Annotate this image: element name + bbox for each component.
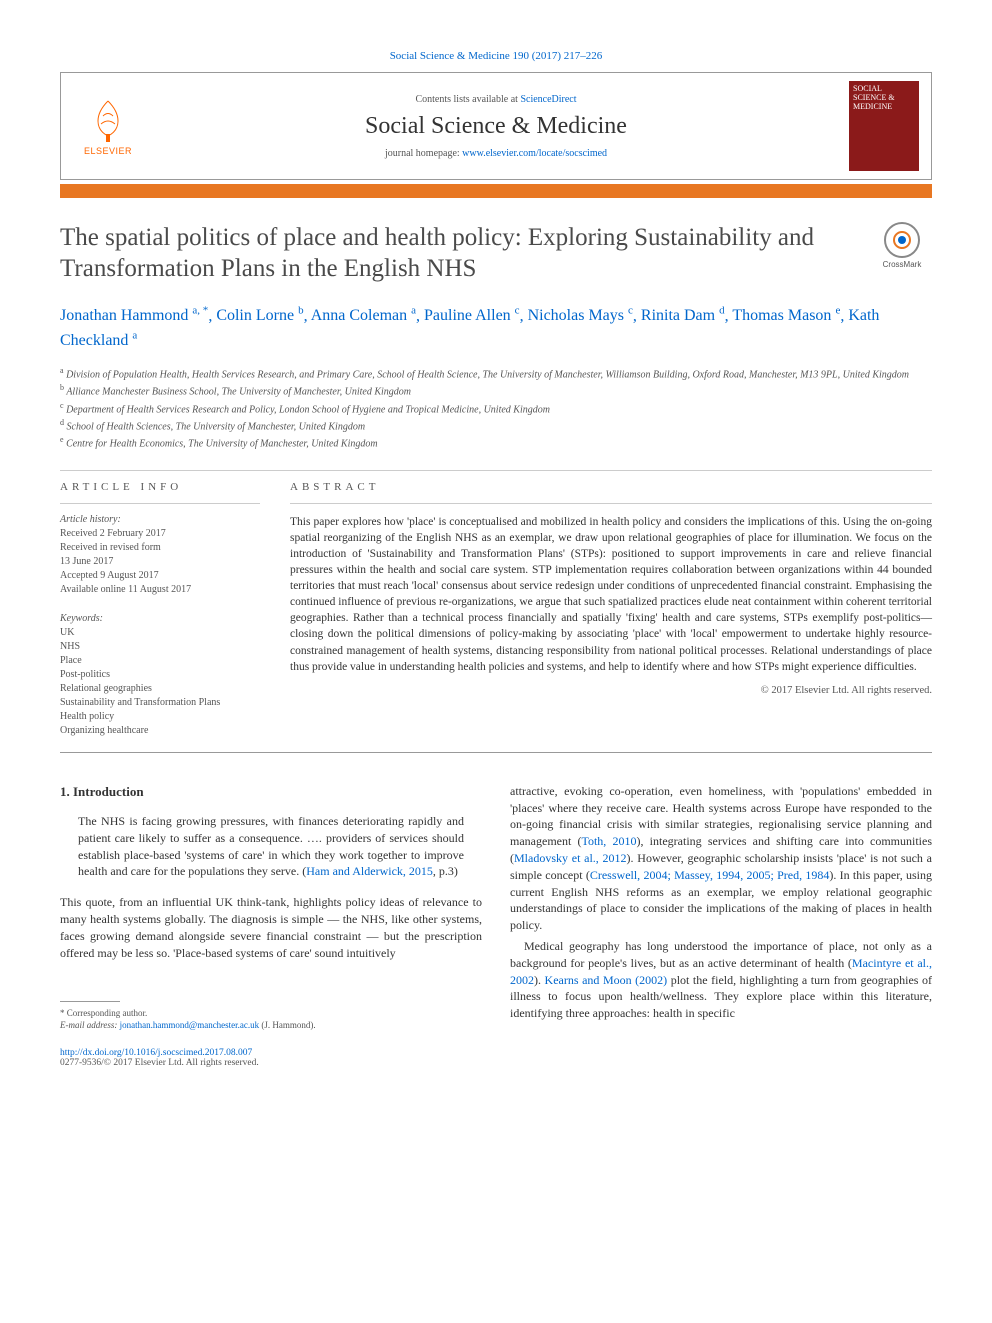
citation-link[interactable]: Cresswell, 2004; Massey, 1994, 2005; Pre… (590, 868, 830, 882)
journal-homepage: journal homepage: www.elsevier.com/locat… (143, 148, 849, 159)
keyword-item: Organizing healthcare (60, 724, 260, 738)
journal-reference: Social Science & Medicine 190 (2017) 217… (60, 50, 932, 62)
journal-header: ELSEVIER Contents lists available at Sci… (60, 72, 932, 180)
homepage-link[interactable]: www.elsevier.com/locate/socscimed (462, 148, 607, 159)
footnote-separator (60, 1001, 120, 1002)
author: Jonathan Hammond a, * (60, 307, 208, 324)
keywords-label: Keywords: (60, 613, 260, 624)
homepage-prefix: journal homepage: (385, 148, 462, 159)
affiliation: c Department of Health Services Research… (60, 400, 932, 417)
keyword-item: Health policy (60, 710, 260, 724)
corr-author-label: * Corresponding author. (60, 1008, 482, 1020)
divider (290, 503, 932, 504)
corresponding-author-footnote: * Corresponding author. E-mail address: … (60, 1008, 482, 1031)
author: Thomas Mason e (732, 307, 840, 324)
contents-prefix: Contents lists available at (415, 94, 520, 105)
history-item: 13 June 2017 (60, 555, 260, 569)
affiliations-list: a Division of Population Health, Health … (60, 365, 932, 452)
body-paragraph: Medical geography has long understood th… (510, 938, 932, 1022)
author: Anna Coleman a (311, 307, 416, 324)
author: Colin Lorne b (216, 307, 303, 324)
citation-link[interactable]: Toth, 2010 (581, 834, 636, 848)
body-two-column: 1. Introduction The NHS is facing growin… (60, 783, 932, 1032)
orange-divider-bar (60, 184, 932, 198)
crossmark-label: CrossMark (883, 260, 922, 269)
body-paragraph: This quote, from an influential UK think… (60, 894, 482, 961)
body-text: ). (534, 973, 545, 987)
keyword-item: Relational geographies (60, 682, 260, 696)
history-item: Received in revised form (60, 541, 260, 555)
body-paragraph: attractive, evoking co-operation, even h… (510, 783, 932, 934)
cover-thumb-title: SOCIAL SCIENCE & MEDICINE (853, 85, 915, 111)
issn-copyright: 0277-9536/© 2017 Elsevier Ltd. All right… (60, 1058, 259, 1068)
elsevier-name: ELSEVIER (84, 146, 132, 156)
keyword-item: Place (60, 654, 260, 668)
section-heading-intro: 1. Introduction (60, 783, 482, 801)
article-title: The spatial politics of place and health… (60, 222, 852, 285)
opening-quote: The NHS is facing growing pressures, wit… (78, 813, 464, 880)
history-item: Received 2 February 2017 (60, 527, 260, 541)
elsevier-tree-icon (83, 96, 133, 146)
abstract-text: This paper explores how 'place' is conce… (290, 514, 932, 675)
authors-list: Jonathan Hammond a, *, Colin Lorne b, An… (60, 303, 932, 354)
keyword-item: Sustainability and Transformation Plans (60, 696, 260, 710)
page-footer: http://dx.doi.org/10.1016/j.socscimed.20… (60, 1048, 932, 1068)
author: Pauline Allen c (424, 307, 520, 324)
abstract-section: ABSTRACT This paper explores how 'place'… (290, 481, 932, 738)
affiliation: a Division of Population Health, Health … (60, 365, 932, 382)
elsevier-logo: ELSEVIER (73, 86, 143, 166)
crossmark-icon (892, 230, 912, 250)
keyword-item: NHS (60, 640, 260, 654)
keyword-item: Post-politics (60, 668, 260, 682)
author: Nicholas Mays c (528, 307, 633, 324)
affiliation: b Alliance Manchester Business School, T… (60, 382, 932, 399)
divider (60, 470, 932, 471)
abstract-copyright: © 2017 Elsevier Ltd. All rights reserved… (290, 685, 932, 696)
quote-suffix: , p.3) (433, 864, 458, 878)
affiliation: e Centre for Health Economics, The Unive… (60, 434, 932, 451)
history-item: Accepted 9 August 2017 (60, 569, 260, 583)
contents-available: Contents lists available at ScienceDirec… (143, 94, 849, 105)
citation-link[interactable]: Ham and Alderwick, 2015 (306, 864, 433, 878)
crossmark-badge[interactable]: CrossMark (872, 222, 932, 269)
history-label: Article history: (60, 514, 260, 525)
divider-thick (60, 752, 932, 753)
right-column: attractive, evoking co-operation, even h… (510, 783, 932, 1032)
corr-email-link[interactable]: jonathan.hammond@manchester.ac.uk (120, 1020, 260, 1030)
left-column: 1. Introduction The NHS is facing growin… (60, 783, 482, 1032)
history-item: Available online 11 August 2017 (60, 583, 260, 597)
keyword-item: UK (60, 626, 260, 640)
citation-link[interactable]: Kearns and Moon (2002) (545, 973, 668, 987)
divider (60, 503, 260, 504)
author: Rinita Dam d (641, 307, 725, 324)
abstract-label: ABSTRACT (290, 481, 932, 493)
doi-link[interactable]: http://dx.doi.org/10.1016/j.socscimed.20… (60, 1048, 252, 1058)
citation-link[interactable]: Mladovsky et al., 2012 (514, 851, 627, 865)
email-label: E-mail address: (60, 1020, 120, 1030)
journal-title: Social Science & Medicine (143, 113, 849, 140)
article-info-label: ARTICLE INFO (60, 481, 260, 493)
sciencedirect-link[interactable]: ScienceDirect (520, 94, 576, 105)
affiliation: d School of Health Sciences, The Univers… (60, 417, 932, 434)
article-info-sidebar: ARTICLE INFO Article history: Received 2… (60, 481, 260, 738)
email-suffix: (J. Hammond). (259, 1020, 316, 1030)
journal-cover-thumb: SOCIAL SCIENCE & MEDICINE (849, 81, 919, 171)
